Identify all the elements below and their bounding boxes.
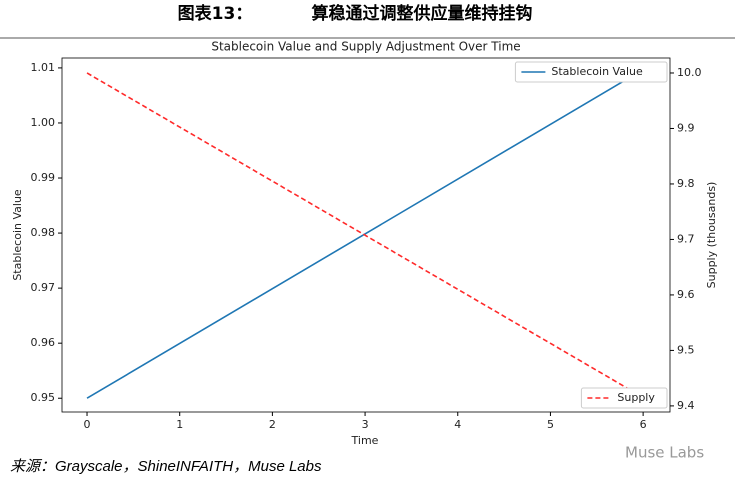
x-axis-label: Time — [351, 434, 379, 447]
x-tick-label: 6 — [640, 418, 647, 431]
y2-axis-label: Supply (thousands) — [705, 182, 718, 289]
y2-tick-label: 9.7 — [677, 232, 695, 245]
figure-title: 算稳通过调整供应量维持挂钩 — [311, 3, 533, 24]
watermark: Muse Labs — [625, 444, 704, 462]
y2-tick-label: 9.6 — [677, 288, 695, 301]
x-tick-label: 3 — [362, 418, 369, 431]
y-tick-label: 1.00 — [31, 116, 56, 129]
series-line — [86, 74, 635, 399]
y-tick-label: 0.97 — [31, 281, 56, 294]
y-tick-label: 0.96 — [31, 336, 56, 349]
x-tick-label: 2 — [269, 418, 276, 431]
chart-title: Stablecoin Value and Supply Adjustment O… — [211, 40, 520, 54]
x-tick-label: 1 — [176, 418, 183, 431]
x-tick-label: 5 — [547, 418, 554, 431]
y2-tick-label: 9.9 — [677, 121, 695, 134]
y-axis-label: Stablecoin Value — [11, 189, 24, 281]
source: 来源：Grayscale，ShineINFAITH，Muse Labs — [10, 458, 322, 475]
legend-label: Stablecoin Value — [551, 65, 643, 78]
y-tick-label: 0.99 — [31, 171, 56, 184]
y2-tick-label: 9.4 — [677, 399, 695, 412]
figure-number: 图表13： — [178, 3, 253, 24]
y-tick-label: 0.98 — [31, 226, 56, 239]
y-tick-label: 1.01 — [31, 61, 56, 74]
y2-tick-label: 9.8 — [677, 177, 695, 190]
y-tick-label: 0.95 — [31, 391, 56, 404]
x-tick-label: 0 — [84, 418, 91, 431]
legend-label: Supply — [617, 391, 655, 404]
y2-tick-label: 9.5 — [677, 343, 695, 356]
x-tick-label: 4 — [454, 418, 461, 431]
legend-box — [514, 61, 668, 83]
plot-frame — [61, 57, 671, 413]
y2-tick-label: 10.0 — [677, 66, 702, 79]
series-line — [86, 72, 635, 393]
legend-box — [580, 387, 668, 409]
